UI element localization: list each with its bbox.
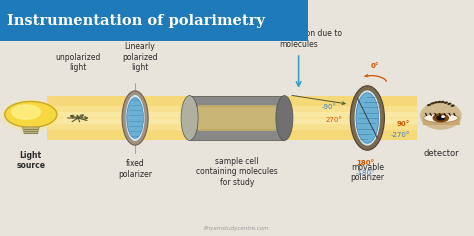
Circle shape xyxy=(12,105,40,119)
Ellipse shape xyxy=(424,114,458,122)
Text: Priyamstudycentre.com: Priyamstudycentre.com xyxy=(204,226,270,231)
Bar xyxy=(190,96,284,140)
Circle shape xyxy=(5,101,57,127)
FancyBboxPatch shape xyxy=(0,0,308,41)
Bar xyxy=(47,96,417,140)
Ellipse shape xyxy=(127,98,143,138)
Text: 0°: 0° xyxy=(370,63,379,69)
Ellipse shape xyxy=(276,96,293,140)
Bar xyxy=(47,119,417,130)
Text: movable
polarizer: movable polarizer xyxy=(350,163,384,182)
Ellipse shape xyxy=(350,86,384,150)
Circle shape xyxy=(433,114,448,122)
Text: Instrumentation of polarimetry: Instrumentation of polarimetry xyxy=(7,14,265,28)
Bar xyxy=(47,112,417,124)
Text: Linearly
polarized
light: Linearly polarized light xyxy=(122,42,158,72)
Text: 270°: 270° xyxy=(326,117,343,123)
Text: Optical rotation due to
molecules: Optical rotation due to molecules xyxy=(255,30,342,49)
Text: -180°: -180° xyxy=(355,170,375,177)
Text: 90°: 90° xyxy=(396,121,410,127)
Ellipse shape xyxy=(356,93,379,143)
Bar xyxy=(47,106,417,117)
Text: detector: detector xyxy=(423,149,459,158)
Polygon shape xyxy=(22,127,39,133)
Text: -270°: -270° xyxy=(391,131,410,138)
Text: unpolarized
light: unpolarized light xyxy=(55,53,101,72)
Text: -90°: -90° xyxy=(322,104,337,110)
Text: 180°: 180° xyxy=(356,160,374,166)
Bar xyxy=(198,105,276,131)
Ellipse shape xyxy=(1,99,61,132)
Ellipse shape xyxy=(355,90,380,146)
Bar xyxy=(190,107,284,129)
Text: fixed
polarizer: fixed polarizer xyxy=(118,159,152,179)
Ellipse shape xyxy=(126,95,145,141)
Text: sample cell
containing molecules
for study: sample cell containing molecules for stu… xyxy=(196,157,278,187)
Circle shape xyxy=(437,116,445,120)
Circle shape xyxy=(442,116,445,117)
Ellipse shape xyxy=(420,101,462,130)
Text: Light
source: Light source xyxy=(16,151,46,170)
Ellipse shape xyxy=(122,91,148,145)
Ellipse shape xyxy=(181,96,198,140)
